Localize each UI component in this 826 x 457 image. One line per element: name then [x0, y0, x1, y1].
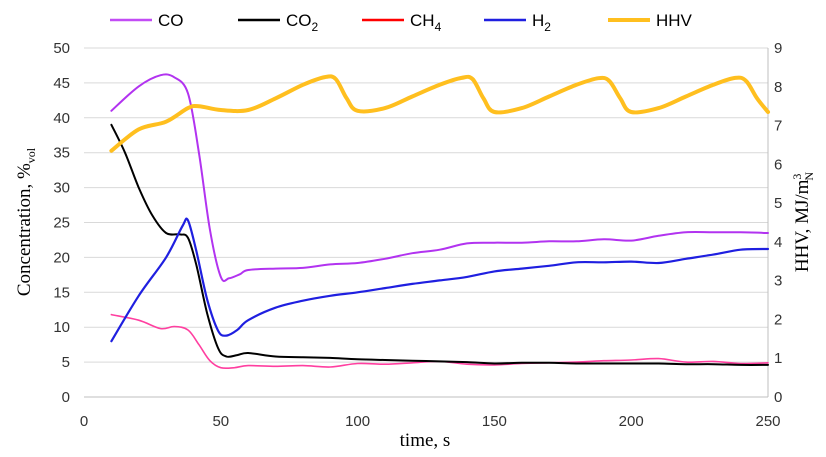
- series-line-h2: [110, 217, 770, 343]
- legend-label: HHV: [656, 11, 693, 30]
- y-tick-label: 35: [53, 145, 70, 162]
- y-tick-label: 10: [53, 319, 70, 336]
- y2-tick-label: 5: [774, 195, 782, 212]
- x-tick-label: 200: [619, 413, 644, 430]
- y2-axis-title-sub: N: [802, 172, 816, 181]
- y2-axis-title: HHV, MJ/m3N: [790, 172, 816, 273]
- y-tick-label: 25: [53, 215, 70, 232]
- gridlines: [84, 47, 768, 363]
- x-axis-title: time, s: [400, 430, 451, 451]
- y-tick-label: 50: [53, 40, 70, 57]
- y2-tick-label: 8: [774, 79, 782, 96]
- legend-item-h2: H2: [484, 11, 551, 34]
- legend-label: CH4: [410, 11, 442, 34]
- y-tick-label: 20: [53, 249, 70, 266]
- series-line-co2: [110, 123, 769, 366]
- y-axis-title-main: Concentration, %: [14, 163, 35, 296]
- legend-label: CO2: [286, 11, 319, 34]
- x-tick-label: 250: [755, 413, 780, 430]
- y-axis-title: Concentration, %vol: [14, 147, 38, 296]
- legend-label: H2: [532, 11, 551, 34]
- series-lines: [109, 73, 770, 370]
- y2-tick-label: 7: [774, 118, 782, 135]
- y-tick-label: 15: [53, 284, 70, 301]
- y-tick-label: 5: [62, 354, 70, 371]
- series-line-hhv: [109, 74, 770, 153]
- legend-label: CO: [158, 11, 184, 30]
- y2-tick-label: 4: [774, 234, 782, 251]
- svg-text:HHV, MJ/m3N: HHV, MJ/m3N: [790, 172, 816, 273]
- y-axis-title-sub: vol: [24, 147, 38, 163]
- legend-item-co: CO: [110, 11, 184, 30]
- y-tick-label: 40: [53, 110, 70, 127]
- y2-tick-label: 3: [774, 273, 782, 290]
- legend-item-ch4: CH4: [362, 11, 442, 34]
- y-tick-label: 45: [53, 75, 70, 92]
- series-line-ch4: [110, 313, 769, 370]
- legend-item-hhv: HHV: [608, 11, 693, 30]
- y2-axis-title-main: HHV, MJ/m: [792, 179, 813, 272]
- y2-tick-label: 6: [774, 156, 782, 173]
- series-line-co: [110, 73, 769, 283]
- y2-tick-label: 2: [774, 311, 782, 328]
- axes: [84, 48, 769, 398]
- svg-text:Concentration, %vol: Concentration, %vol: [14, 147, 38, 296]
- x-tick-label: 50: [212, 413, 229, 430]
- legend: CO CO2 CH4 H2 HHV: [110, 11, 693, 34]
- y-tick-label: 30: [53, 180, 70, 197]
- y2-tick-label: 0: [774, 389, 782, 406]
- y2-tick-label: 9: [774, 40, 782, 57]
- x-tick-label: 0: [80, 413, 88, 430]
- y2-tick-label: 1: [774, 350, 782, 367]
- legend-item-co2: CO2: [238, 11, 319, 34]
- x-tick-label: 100: [345, 413, 370, 430]
- y2-axis-title-sup: 3: [790, 174, 804, 180]
- x-tick-label: 150: [482, 413, 507, 430]
- y-tick-label: 0: [62, 389, 70, 406]
